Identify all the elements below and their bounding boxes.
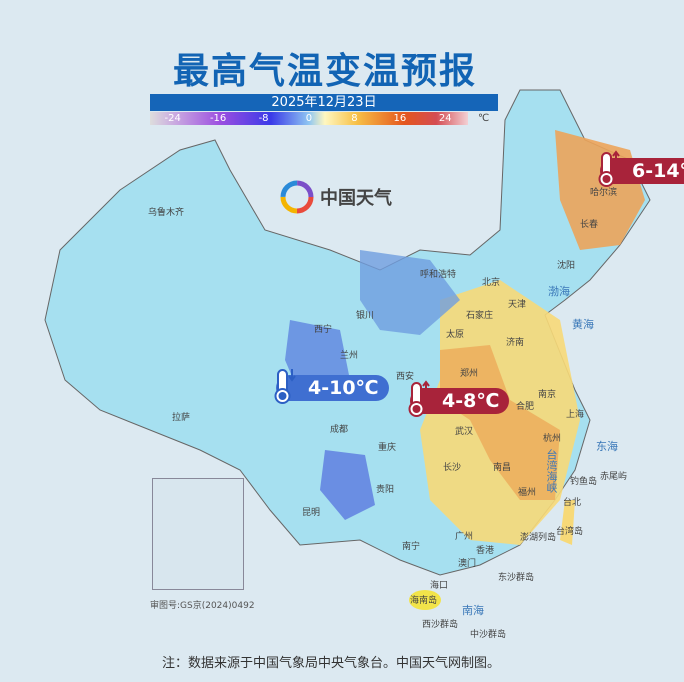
city-label: 澎湖列岛 bbox=[520, 533, 557, 543]
legend-unit: ℃ bbox=[478, 113, 490, 124]
city-label: 澳门 bbox=[458, 559, 477, 569]
city-label: 长沙 bbox=[443, 463, 462, 473]
city-label: 中沙群岛 bbox=[470, 630, 507, 640]
thermometer-up-icon bbox=[408, 380, 430, 417]
city-label: 乌鲁木齐 bbox=[148, 208, 185, 218]
city-label: 台北 bbox=[563, 498, 582, 508]
city-label: 赤尾屿 bbox=[600, 472, 628, 482]
city-label: 拉萨 bbox=[172, 413, 191, 423]
sea-label: 渤海 bbox=[548, 285, 570, 298]
city-label: 哈尔滨 bbox=[590, 188, 618, 198]
city-label: 太原 bbox=[446, 330, 465, 340]
sea-label: 东海 bbox=[596, 440, 618, 453]
logo-text: 中国天气 bbox=[320, 188, 392, 209]
badge-text: 6-14℃ bbox=[632, 160, 684, 182]
legend-tick: -24 bbox=[164, 113, 181, 124]
city-label: 石家庄 bbox=[466, 311, 494, 321]
city-label: 南京 bbox=[538, 390, 557, 400]
weather-logo-icon bbox=[280, 180, 314, 214]
city-label: 昆明 bbox=[302, 508, 321, 518]
temp-change-badge-northeast: 6-14℃ bbox=[598, 150, 684, 187]
taiwan bbox=[560, 500, 575, 545]
city-label: 贵阳 bbox=[376, 485, 395, 495]
map-approval-number: 审图号:GS京(2024)0492 bbox=[150, 601, 255, 611]
legend-tick: 0 bbox=[305, 113, 313, 124]
city-label: 合肥 bbox=[516, 402, 535, 412]
city-label: 西安 bbox=[396, 372, 415, 382]
color-legend: -24 -16 -8 0 8 16 24 bbox=[150, 112, 468, 125]
badge-text: 4-10℃ bbox=[308, 377, 379, 399]
warm-zone-core bbox=[440, 345, 560, 500]
city-label: 杭州 bbox=[543, 434, 562, 444]
city-label: 海口 bbox=[430, 581, 449, 591]
cold-zone-north bbox=[360, 250, 460, 335]
city-label: 香港 bbox=[476, 546, 495, 556]
sea-label: 台湾海峡 bbox=[545, 449, 558, 493]
city-label: 长春 bbox=[580, 220, 599, 230]
south-china-sea-inset bbox=[152, 478, 244, 590]
city-label: 呼和浩特 bbox=[420, 270, 457, 280]
city-label: 南昌 bbox=[493, 463, 512, 473]
city-label: 北京 bbox=[482, 278, 501, 288]
city-label: 天津 bbox=[508, 300, 527, 310]
legend-tick: -8 bbox=[258, 113, 269, 124]
city-label: 西沙群岛 bbox=[422, 620, 459, 630]
legend-tick: 8 bbox=[351, 113, 358, 124]
city-label: 东沙群岛 bbox=[498, 573, 535, 583]
city-label: 成都 bbox=[330, 425, 349, 435]
legend-tick: 16 bbox=[393, 113, 407, 124]
city-label: 福州 bbox=[518, 488, 537, 498]
thermometer-down-icon bbox=[274, 369, 296, 404]
city-label: 郑州 bbox=[460, 369, 479, 379]
cold-zone-southwest bbox=[320, 450, 375, 520]
legend-tick: -16 bbox=[209, 113, 227, 124]
hainan bbox=[409, 590, 441, 610]
badge-text: 4-8℃ bbox=[442, 390, 500, 412]
city-label: 银川 bbox=[356, 311, 375, 321]
sea-label: 南海 bbox=[462, 604, 484, 617]
city-label: 广州 bbox=[455, 532, 474, 542]
city-label: 沈阳 bbox=[557, 261, 576, 271]
city-label: 钓鱼岛 bbox=[570, 477, 598, 487]
source-note: 注：数据来源于中国气象局中央气象台。中国天气网制图。 bbox=[162, 656, 501, 671]
city-label: 重庆 bbox=[378, 443, 397, 453]
legend-tick: 24 bbox=[438, 113, 452, 124]
city-label: 兰州 bbox=[340, 351, 359, 361]
sea-label: 黄海 bbox=[572, 318, 594, 331]
temp-change-badge-west: 4-10℃ bbox=[274, 369, 389, 404]
forecast-date: 2025年12月23日 bbox=[150, 94, 498, 111]
city-label: 西宁 bbox=[314, 325, 333, 335]
city-label: 上海 bbox=[566, 410, 585, 420]
thermometer-up-icon bbox=[598, 150, 620, 187]
page-title: 最高气温变温预报 bbox=[172, 51, 477, 92]
city-label: 济南 bbox=[506, 338, 525, 348]
city-label: 海南岛 bbox=[410, 596, 438, 606]
city-label: 台湾岛 bbox=[556, 527, 584, 537]
city-label: 南宁 bbox=[402, 542, 421, 552]
temp-change-badge-central: 4-8℃ bbox=[408, 380, 510, 417]
logo: 中国天气 bbox=[280, 180, 392, 214]
city-label: 武汉 bbox=[455, 427, 474, 437]
